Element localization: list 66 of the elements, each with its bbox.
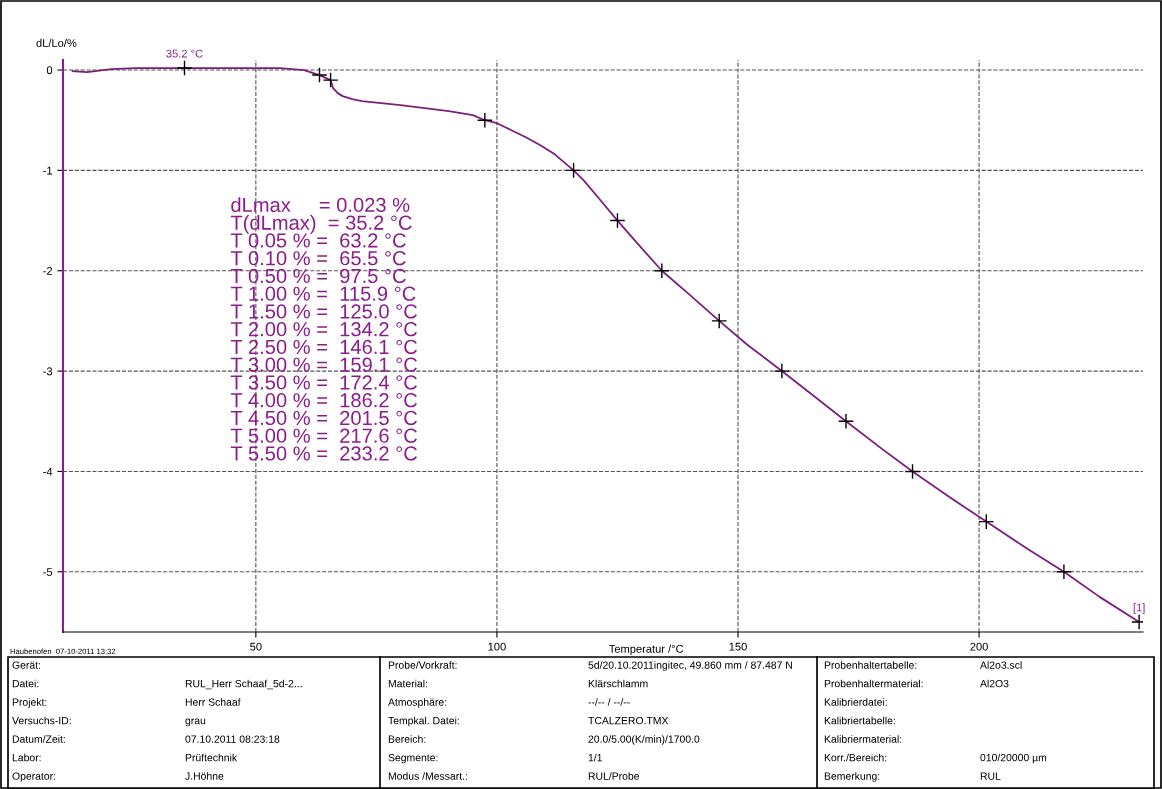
text: J.Höhne bbox=[185, 772, 224, 780]
text: Gerät: bbox=[12, 661, 40, 669]
point bbox=[978, 513, 995, 530]
text: --/-- / --/-- bbox=[588, 698, 630, 706]
point bbox=[904, 463, 921, 480]
point bbox=[311, 67, 328, 84]
text: Segmente: bbox=[388, 753, 438, 764]
text: 20.0/5.00(K/min)/1700.0 bbox=[588, 735, 700, 745]
point bbox=[565, 162, 582, 179]
x-axis-title: Temperatur /°C bbox=[609, 644, 684, 655]
y-tick-label: -2 bbox=[43, 267, 53, 275]
text: RUL bbox=[980, 772, 1001, 780]
y-tick-label: -3 bbox=[43, 367, 53, 376]
point bbox=[609, 212, 626, 229]
text: Herr Schaaf bbox=[185, 698, 241, 706]
point bbox=[653, 262, 670, 279]
text: Al2o3.scl bbox=[980, 661, 1022, 669]
text: Bereich: bbox=[388, 735, 426, 743]
x-tick-label: 200 bbox=[970, 642, 988, 651]
text: Modus /Messart.: bbox=[388, 772, 467, 780]
text: Probe/Vorkraft: bbox=[388, 661, 457, 669]
y-tick-label: -4 bbox=[43, 467, 53, 476]
x-tick-label: 50 bbox=[250, 642, 262, 651]
point bbox=[773, 363, 790, 380]
text: Prüftechnik bbox=[185, 753, 238, 762]
text: Operator: bbox=[12, 772, 56, 782]
y-axis-title: dL/Lo/% bbox=[36, 38, 77, 47]
point bbox=[1055, 563, 1072, 580]
text: TCALZERO.TMX bbox=[588, 716, 669, 725]
point bbox=[838, 413, 854, 430]
point bbox=[176, 60, 193, 77]
text: Kalibriermaterial: bbox=[824, 735, 902, 743]
text: Al2O3 bbox=[980, 679, 1009, 688]
text: 5d/20.10.2011ingitec, 49.860 mm / 87.487 N bbox=[588, 661, 792, 671]
text: grau bbox=[185, 718, 206, 727]
text: Korr./Bereich: bbox=[824, 753, 887, 762]
text: RUL/Probe bbox=[588, 772, 640, 780]
text: Datum/Zeit: bbox=[12, 735, 65, 743]
text: Kalibrierdatei: bbox=[824, 698, 887, 706]
y-tick-label: -5 bbox=[43, 568, 53, 576]
text: Bemerkung: bbox=[824, 772, 880, 782]
text: Projekt: bbox=[12, 698, 47, 708]
text: 07.10.2011 08:23:18 bbox=[185, 735, 280, 743]
point bbox=[476, 112, 493, 129]
text: Material: bbox=[388, 679, 427, 688]
text: Versuchs-ID: bbox=[12, 716, 71, 725]
text: 010/20000 µm bbox=[980, 753, 1047, 764]
annotation: 35.2 °C bbox=[166, 49, 203, 58]
y-tick-label: -1 bbox=[43, 166, 53, 175]
text: Labor: bbox=[12, 753, 41, 762]
text: Datei: bbox=[12, 679, 39, 688]
text: Probenhaltermaterial: bbox=[824, 679, 923, 688]
text: Tempkal. Datei: bbox=[388, 716, 459, 727]
text: RUL_Herr Schaaf_5d-2... bbox=[185, 679, 302, 690]
text: dLmax = 0.023 % T(dLmax) = 35.2 °C T 0.05 % = 63.2 °C T 0.10 % = 65.5 °C T 0.50 % = 97.5 °C T 1.00 % = 115.9 °C T 1.50 % = 125.0 °C T 2.00 % = 134.2 °C T 2.50 % = 146.1 °C T 3.00 % = 159.1 °C T 3.50 % = 172.4 °C T 4.00 % = 186.2 °C T 4.50 % = 201.5 °C T 5.00 % = 217.6 °C T 5.50 % = 233.2 °C bbox=[230, 197, 418, 461]
point bbox=[322, 72, 339, 89]
text: Klärschlamm bbox=[588, 679, 648, 688]
text: 1/1 bbox=[588, 753, 602, 762]
x-tick-label: 100 bbox=[488, 642, 506, 651]
x-tick-label: 150 bbox=[729, 642, 747, 651]
text: Atmosphäre: bbox=[388, 698, 447, 708]
point bbox=[711, 312, 728, 329]
text: Probenhaltertabelle: bbox=[824, 661, 917, 669]
annotation: [1] bbox=[1133, 603, 1145, 614]
y-tick-label: 0 bbox=[46, 66, 53, 75]
text: Kalibriertabelle: bbox=[824, 716, 895, 725]
